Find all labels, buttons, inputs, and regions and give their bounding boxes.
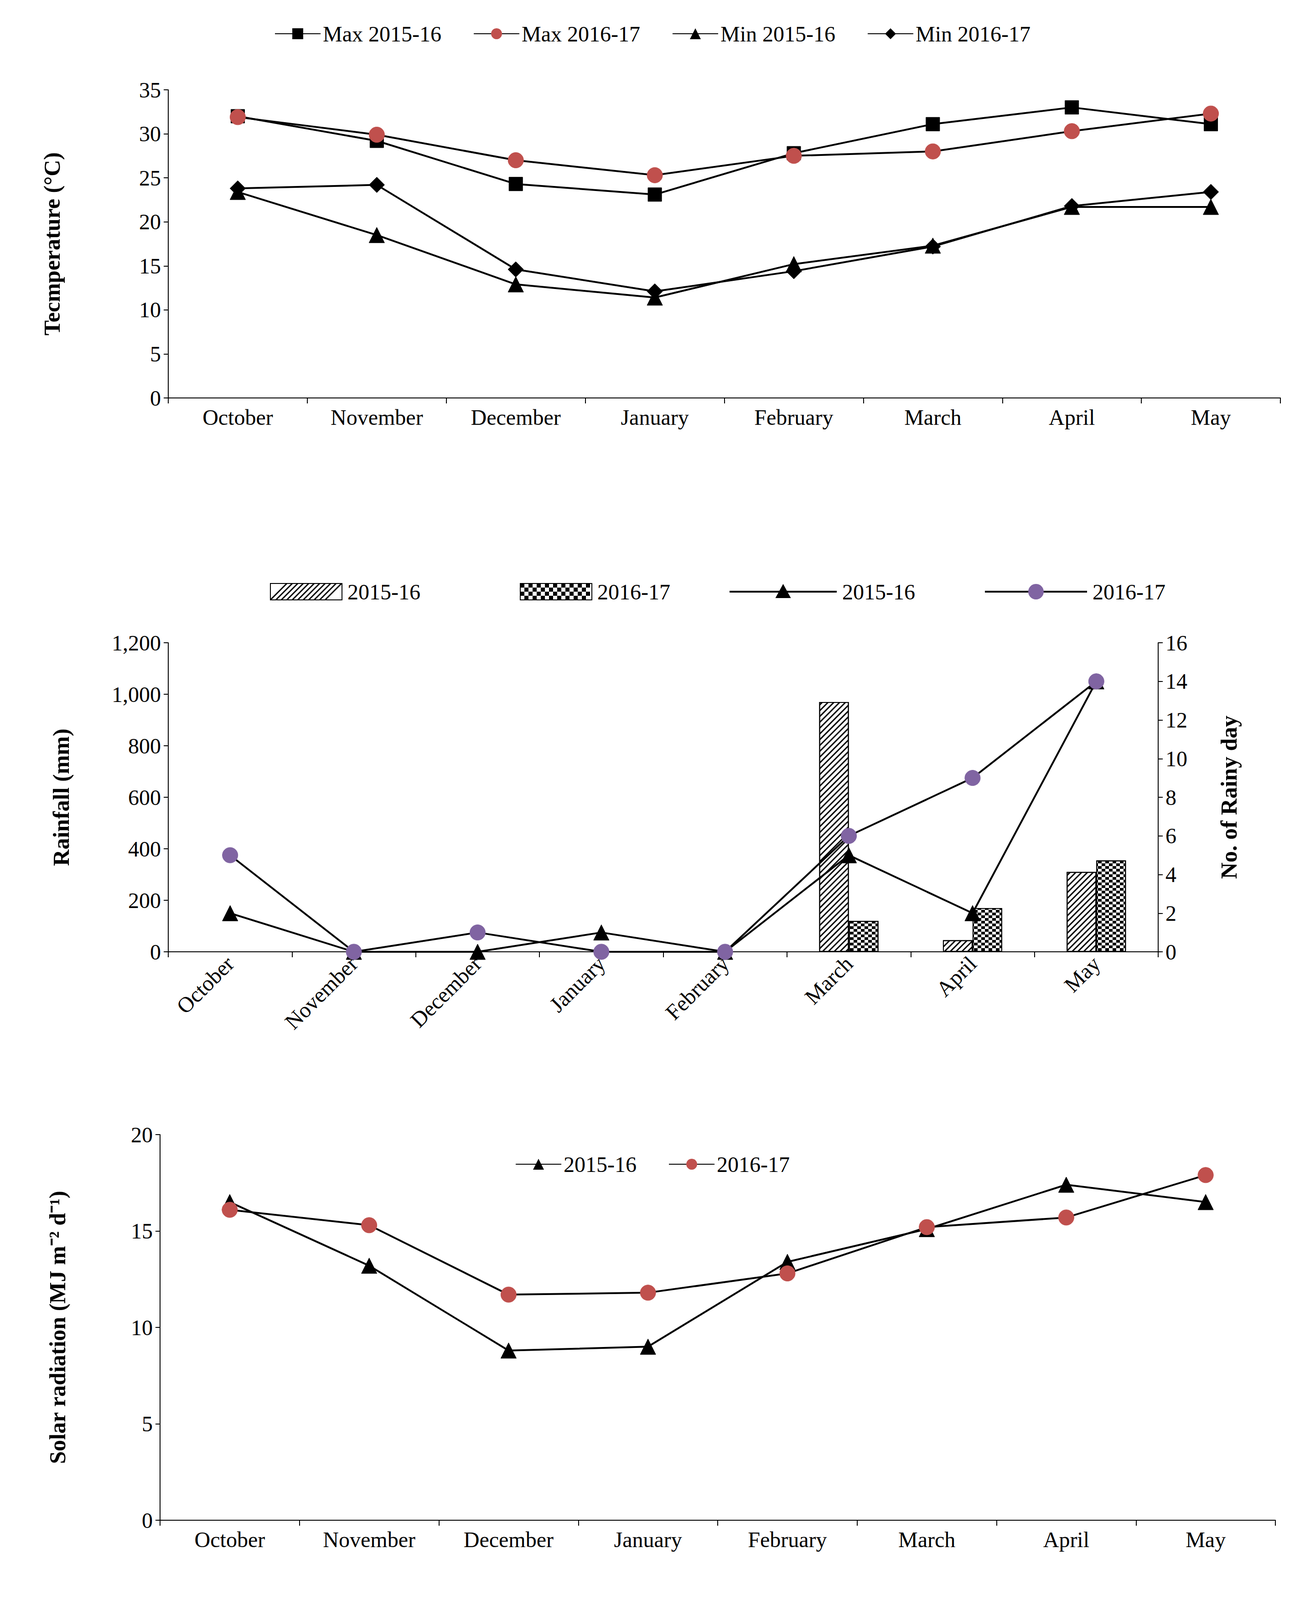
svg-text:10: 10 — [1165, 746, 1188, 772]
svg-text:5: 5 — [150, 341, 161, 367]
svg-text:February: February — [747, 1527, 827, 1553]
svg-text:10: 10 — [130, 1315, 153, 1341]
svg-text:December: December — [463, 1527, 554, 1553]
svg-text:May: May — [1191, 405, 1232, 430]
svg-text:Solar radiation (MJ m⁻² d⁻¹): Solar radiation (MJ m⁻² d⁻¹) — [44, 1191, 71, 1465]
svg-text:May: May — [1059, 951, 1105, 998]
svg-text:5: 5 — [141, 1412, 153, 1437]
svg-text:20: 20 — [139, 209, 161, 234]
svg-text:8: 8 — [1165, 785, 1177, 810]
svg-text:1,200: 1,200 — [111, 631, 161, 656]
svg-text:6: 6 — [1165, 823, 1177, 849]
svg-text:800: 800 — [128, 734, 161, 759]
svg-text:0: 0 — [141, 1508, 153, 1533]
svg-text:Min 2015-16: Min 2015-16 — [720, 21, 836, 47]
svg-text:March: March — [898, 1527, 956, 1553]
svg-text:0: 0 — [150, 940, 161, 965]
svg-text:November: November — [279, 951, 363, 1035]
svg-text:December: December — [471, 405, 561, 430]
svg-text:2016-17: 2016-17 — [1092, 580, 1166, 605]
svg-text:February: February — [660, 951, 734, 1025]
svg-text:2015-16: 2015-16 — [842, 580, 916, 605]
svg-text:Max 2016-17: Max 2016-17 — [521, 21, 641, 47]
svg-text:600: 600 — [128, 785, 161, 810]
svg-text:12: 12 — [1165, 708, 1188, 733]
svg-text:2016-17: 2016-17 — [597, 580, 671, 605]
svg-text:2: 2 — [1165, 901, 1177, 926]
svg-text:1,000: 1,000 — [111, 682, 161, 707]
svg-text:March: March — [799, 951, 858, 1010]
svg-text:Max 2015-16: Max 2015-16 — [322, 21, 442, 47]
svg-text:January: January — [544, 951, 611, 1017]
svg-text:15: 15 — [139, 253, 161, 279]
svg-text:Rainfall (mm): Rainfall (mm) — [48, 728, 74, 866]
svg-text:December: December — [405, 951, 487, 1033]
svg-text:0: 0 — [1165, 940, 1177, 965]
svg-text:Tecmperature (°C): Tecmperature (°C) — [39, 152, 65, 336]
svg-text:35: 35 — [139, 77, 161, 103]
svg-text:25: 25 — [139, 165, 161, 191]
svg-text:No. of Rainy day: No. of Rainy day — [1216, 715, 1242, 880]
svg-text:2016-17: 2016-17 — [716, 1152, 790, 1177]
svg-text:20: 20 — [130, 1123, 153, 1148]
svg-text:January: January — [620, 405, 689, 430]
svg-text:November: November — [322, 1527, 416, 1553]
svg-text:February: February — [754, 405, 834, 430]
svg-text:Min 2016-17: Min 2016-17 — [915, 21, 1031, 47]
svg-text:April: April — [1043, 1527, 1090, 1553]
svg-text:March: March — [904, 405, 962, 430]
svg-text:October: October — [202, 405, 274, 430]
svg-text:30: 30 — [139, 121, 161, 146]
svg-text:May: May — [1185, 1527, 1226, 1553]
svg-text:200: 200 — [128, 888, 161, 913]
svg-text:November: November — [330, 405, 424, 430]
svg-text:400: 400 — [128, 837, 161, 862]
svg-text:October: October — [171, 951, 239, 1019]
svg-text:October: October — [194, 1527, 266, 1553]
svg-text:2015-16: 2015-16 — [347, 580, 421, 605]
svg-text:January: January — [613, 1527, 682, 1553]
svg-text:April: April — [931, 951, 982, 1002]
svg-text:4: 4 — [1165, 862, 1177, 887]
svg-text:April: April — [1048, 405, 1095, 430]
svg-text:0: 0 — [150, 386, 161, 411]
svg-text:2015-16: 2015-16 — [563, 1152, 637, 1177]
svg-text:16: 16 — [1165, 631, 1188, 656]
svg-text:15: 15 — [130, 1219, 153, 1244]
svg-text:14: 14 — [1165, 669, 1188, 694]
svg-text:10: 10 — [139, 297, 161, 322]
